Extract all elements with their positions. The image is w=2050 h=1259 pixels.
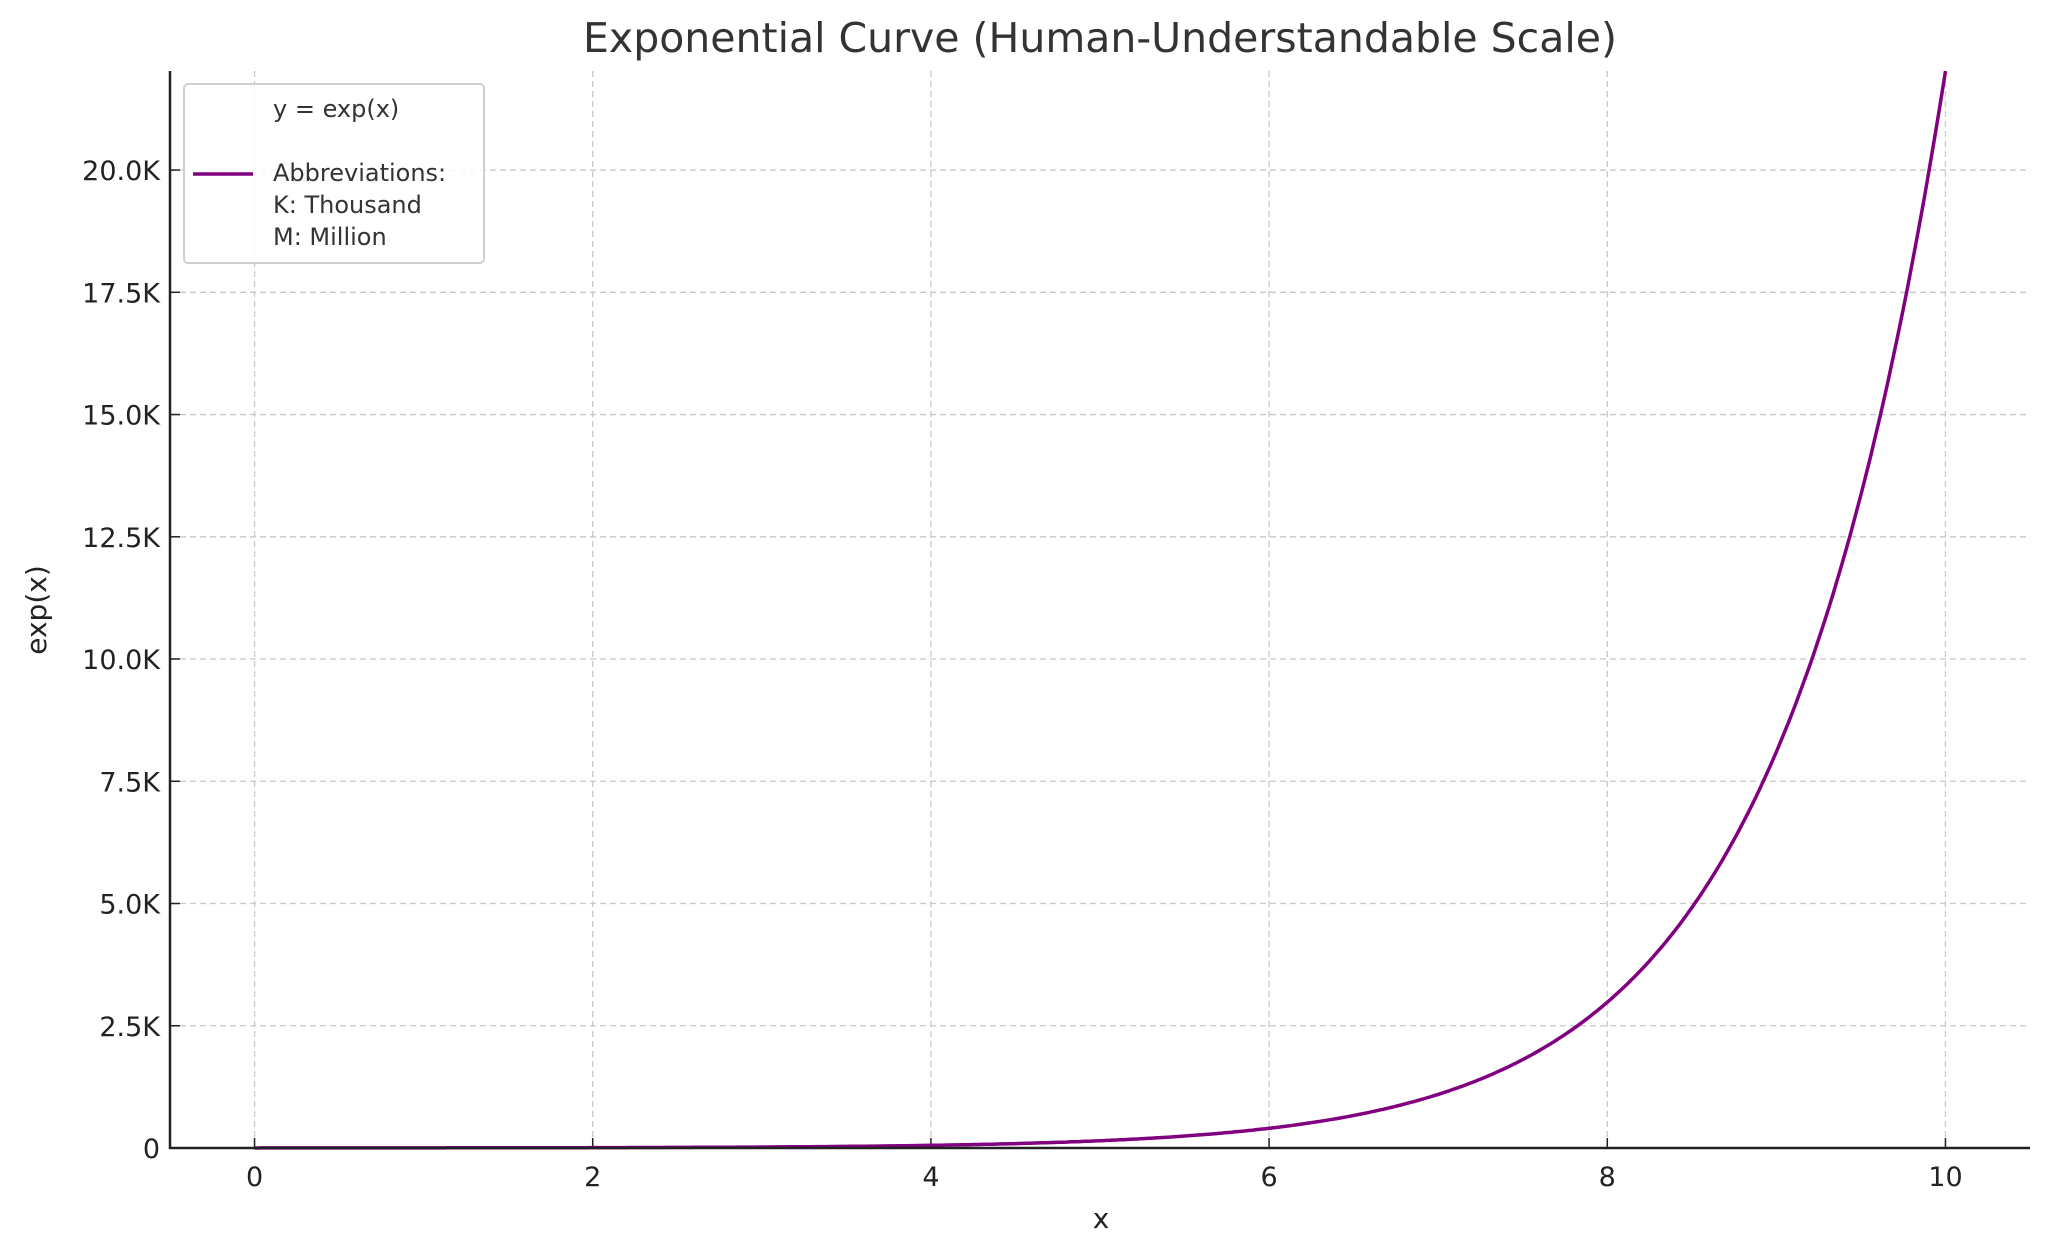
legend-line-1: Abbreviations: [273, 159, 446, 187]
grid [170, 71, 2030, 1148]
x-tick-label: 0 [246, 1162, 263, 1193]
legend-header: y = exp(x) [273, 95, 399, 123]
series-line-exp [254, 70, 1948, 1150]
x-axis-label: x [1093, 1202, 1110, 1235]
x-tick-label: 6 [1260, 1162, 1277, 1193]
y-tick-label: 7.5K [99, 767, 161, 798]
y-tick-label: 12.5K [82, 523, 161, 554]
x-tick-label: 10 [1928, 1162, 1962, 1193]
y-tick-label: 2.5K [99, 1012, 161, 1043]
y-tick-label: 20.0K [82, 156, 161, 187]
chart-title: Exponential Curve (Human-Understandable … [583, 14, 1617, 62]
y-axis-label: exp(x) [20, 565, 53, 655]
ticks: 0 2 4 6 8 10 0 2.5K 5.0K 7.5K 10.0K 12.5K 15.0K 17.5K… [82, 156, 1962, 1193]
legend: y = exp(x) Abbreviations: K: Thousand M:… [183, 83, 485, 264]
legend-line-2: K: Thousand [273, 191, 422, 219]
x-tick-label: 2 [584, 1162, 601, 1193]
y-tick-label: 10.0K [82, 645, 161, 676]
y-tick-label: 15.0K [82, 401, 161, 432]
legend-line-3: M: Million [273, 223, 387, 251]
legend-box [183, 83, 485, 264]
x-tick-label: 4 [922, 1162, 939, 1193]
y-tick-label: 17.5K [82, 278, 161, 309]
y-tick-label: 0 [143, 1134, 160, 1165]
x-tick-label: 8 [1599, 1162, 1616, 1193]
y-tick-label: 5.0K [99, 890, 161, 921]
